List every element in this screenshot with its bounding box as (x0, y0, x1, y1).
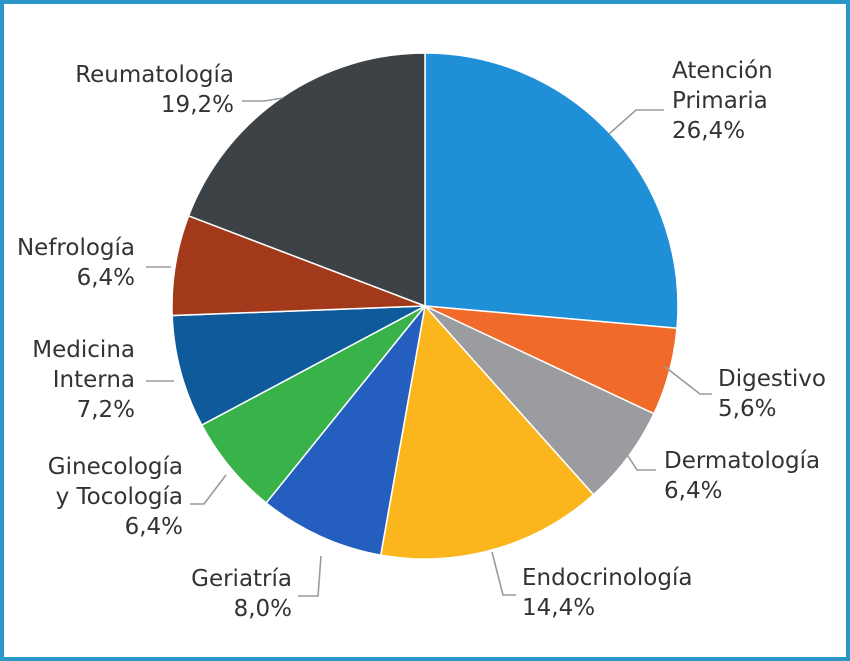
slice-name-0: Primaria (672, 88, 768, 114)
slice-percent-5: 6,4% (125, 514, 183, 540)
leader-line-0 (608, 109, 664, 135)
slice-label-8: Reumatología 19,2% (75, 62, 234, 118)
slice-name-6: Medicina (32, 337, 135, 363)
slice-name-6: Interna (53, 367, 135, 393)
leader-line-1 (663, 365, 712, 395)
slice-percent-2: 6,4% (664, 478, 722, 504)
slice-percent-6: 7,2% (77, 397, 135, 423)
slice-name-2: Dermatología (664, 448, 820, 474)
slice-percent-0: 26,4% (672, 118, 745, 144)
pie-slice-4 (265, 305, 426, 556)
slice-name-1: Digestivo (718, 366, 826, 392)
slice-label-1: Digestivo 5,6% (718, 366, 826, 422)
slice-percent-1: 5,6% (718, 396, 776, 422)
pie-slice-6 (171, 305, 426, 427)
leader-line-2 (618, 441, 656, 471)
slice-label-4: Geriatría 8,0% (191, 566, 292, 622)
slice-label-2: Dermatología 6,4% (664, 448, 820, 504)
slice-percent-4: 8,0% (234, 596, 292, 622)
pie-slices (171, 52, 679, 560)
leader-line-3 (491, 551, 516, 596)
leader-lines (146, 97, 712, 597)
slice-label-6: Medicina Interna 7,2% (32, 337, 135, 423)
slice-percent-3: 14,4% (522, 595, 595, 621)
pie-slice-0 (424, 52, 679, 330)
slice-percent-7: 6,4% (77, 265, 135, 291)
slice-labels: Atención Primaria 26,4% Digestivo 5,6% Dermat… (17, 58, 826, 622)
slice-name-7: Nefrología (17, 235, 135, 261)
slice-name-0: Atención (672, 58, 773, 84)
pie-slice-3 (379, 304, 595, 560)
leader-line-5 (190, 474, 227, 505)
slice-percent-8: 19,2% (161, 92, 234, 118)
slice-name-8: Reumatología (75, 62, 234, 88)
slice-label-0: Atención Primaria 26,4% (672, 58, 773, 144)
slice-label-5: Ginecología y Tocología 6,4% (48, 454, 183, 540)
slice-label-3: Endocrinología 14,4% (522, 565, 692, 621)
leader-line-8 (242, 97, 284, 102)
slice-name-3: Endocrinología (522, 565, 692, 591)
slice-label-7: Nefrología 6,4% (17, 235, 135, 291)
slice-name-5: y Tocología (56, 484, 183, 510)
slice-name-5: Ginecología (48, 454, 183, 480)
leader-line-4 (298, 555, 322, 597)
slice-name-4: Geriatría (191, 566, 292, 592)
